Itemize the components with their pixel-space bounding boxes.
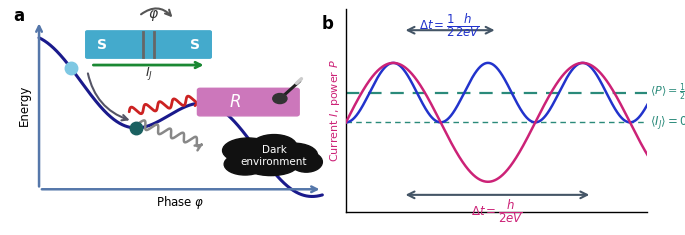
Ellipse shape <box>269 143 318 167</box>
Y-axis label: Current $I$, power $P$: Current $I$, power $P$ <box>327 59 342 162</box>
FancyBboxPatch shape <box>197 88 299 116</box>
Text: $\Delta t = \dfrac{1}{2}\dfrac{h}{2eV}$: $\Delta t = \dfrac{1}{2}\dfrac{h}{2eV}$ <box>419 13 481 39</box>
Text: $I_J$: $I_J$ <box>145 65 153 82</box>
Text: a: a <box>13 7 25 25</box>
Ellipse shape <box>243 153 298 176</box>
Text: S: S <box>190 38 200 51</box>
Text: $\langle I_J \rangle = 0$: $\langle I_J \rangle = 0$ <box>650 114 685 131</box>
Ellipse shape <box>223 138 274 163</box>
Circle shape <box>273 94 287 104</box>
Text: b: b <box>322 15 334 33</box>
Ellipse shape <box>251 135 297 157</box>
Text: S: S <box>97 38 107 51</box>
Text: $\langle P \rangle = \frac{1}{2}I_{\rm c}^2 R$: $\langle P \rangle = \frac{1}{2}I_{\rm c… <box>650 82 685 103</box>
Text: Energy: Energy <box>18 84 31 126</box>
Text: $\varphi$: $\varphi$ <box>148 8 159 23</box>
Text: $\Delta t = \dfrac{h}{2eV}$: $\Delta t = \dfrac{h}{2eV}$ <box>471 198 523 225</box>
Ellipse shape <box>224 153 266 175</box>
Text: Dark
environment: Dark environment <box>241 145 308 167</box>
Ellipse shape <box>290 152 323 172</box>
FancyBboxPatch shape <box>86 31 211 58</box>
Text: $R$: $R$ <box>229 93 241 110</box>
Text: Phase $\varphi$: Phase $\varphi$ <box>156 194 205 212</box>
